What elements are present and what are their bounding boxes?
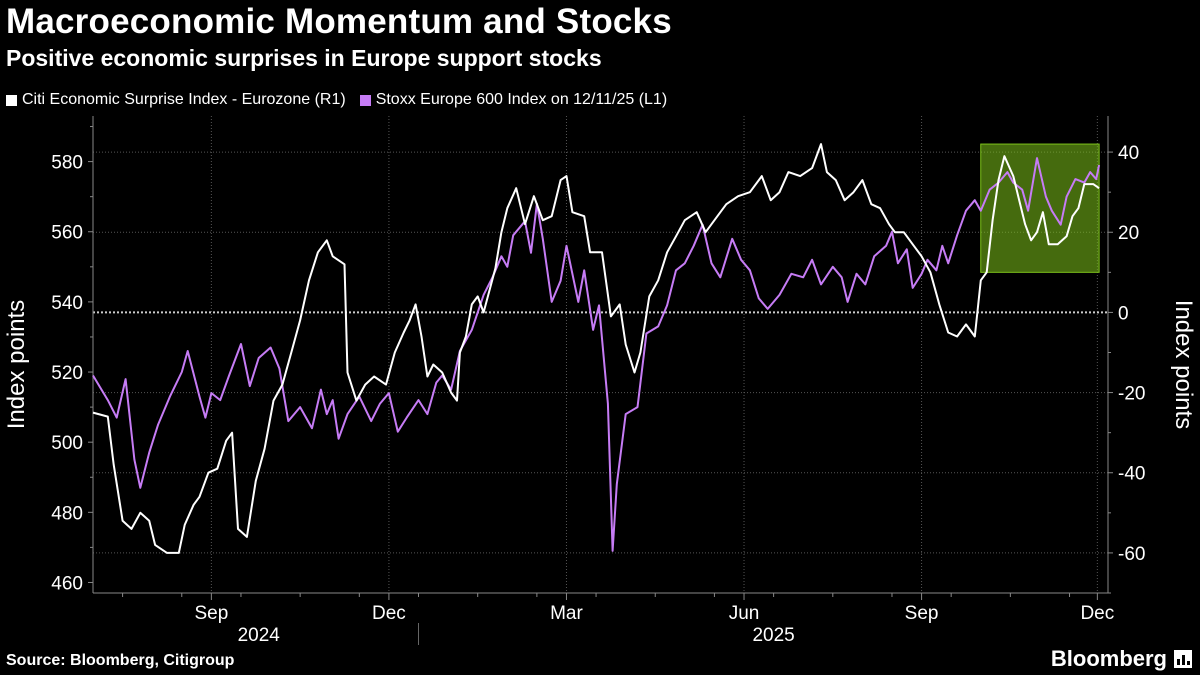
bloomberg-brand: Bloomberg <box>1051 646 1192 672</box>
left-tick-label: 540 <box>51 293 83 314</box>
right-axis-title: Index points <box>1170 300 1197 429</box>
legend: Citi Economic Surprise Index - Eurozone … <box>6 91 681 109</box>
x-tick-label: Sep <box>905 603 939 624</box>
x-tick-label: Mar <box>550 603 583 624</box>
right-tick-label: 20 <box>1118 223 1139 244</box>
left-tick-label: 560 <box>51 223 83 244</box>
right-tick-label: -40 <box>1118 464 1145 485</box>
x-tick-label: Sep <box>194 603 228 624</box>
right-tick-label: -20 <box>1118 384 1145 405</box>
right-tick-label: 40 <box>1118 143 1139 164</box>
x-tick-label: Dec <box>372 603 406 624</box>
right-tick-label: -60 <box>1118 544 1145 565</box>
brand-name: Bloomberg <box>1050 646 1167 671</box>
series-line-stoxx <box>92 157 1101 552</box>
year-label: 2024 <box>238 625 281 646</box>
year-label: 2025 <box>752 625 794 646</box>
left-tick-label: 480 <box>51 503 83 524</box>
legend-label-stoxx: Stoxx Europe 600 Index on 12/11/25 (L1) <box>375 91 668 108</box>
x-tick-label: Dec <box>1080 603 1114 624</box>
legend-item-surprise-index: Citi Economic Surprise Index - Eurozone … <box>6 91 346 109</box>
right-tick-label: 0 <box>1118 303 1129 324</box>
x-tick-label: Jun <box>729 603 760 624</box>
left-tick-label: 460 <box>51 573 83 594</box>
highlight-box <box>980 143 1100 273</box>
chart-subtitle: Positive economic surprises in Europe su… <box>6 45 602 71</box>
left-tick-label: 520 <box>51 363 83 384</box>
chart-title: Macroeconomic Momentum and Stocks <box>6 2 672 41</box>
source-note: Source: Bloomberg, Citigroup <box>6 652 235 669</box>
legend-swatch-white <box>6 94 17 106</box>
bloomberg-logo-icon <box>1174 650 1192 668</box>
legend-label-surprise-index: Citi Economic Surprise Index - Eurozone … <box>22 91 346 108</box>
legend-item-stoxx: Stoxx Europe 600 Index on 12/11/25 (L1) <box>359 91 668 109</box>
left-tick-label: 500 <box>51 433 83 454</box>
left-axis-title: Index points <box>3 300 30 429</box>
legend-swatch-purple <box>359 94 371 106</box>
left-tick-label: 580 <box>51 153 83 174</box>
series-line-surprise-index <box>92 143 1100 554</box>
